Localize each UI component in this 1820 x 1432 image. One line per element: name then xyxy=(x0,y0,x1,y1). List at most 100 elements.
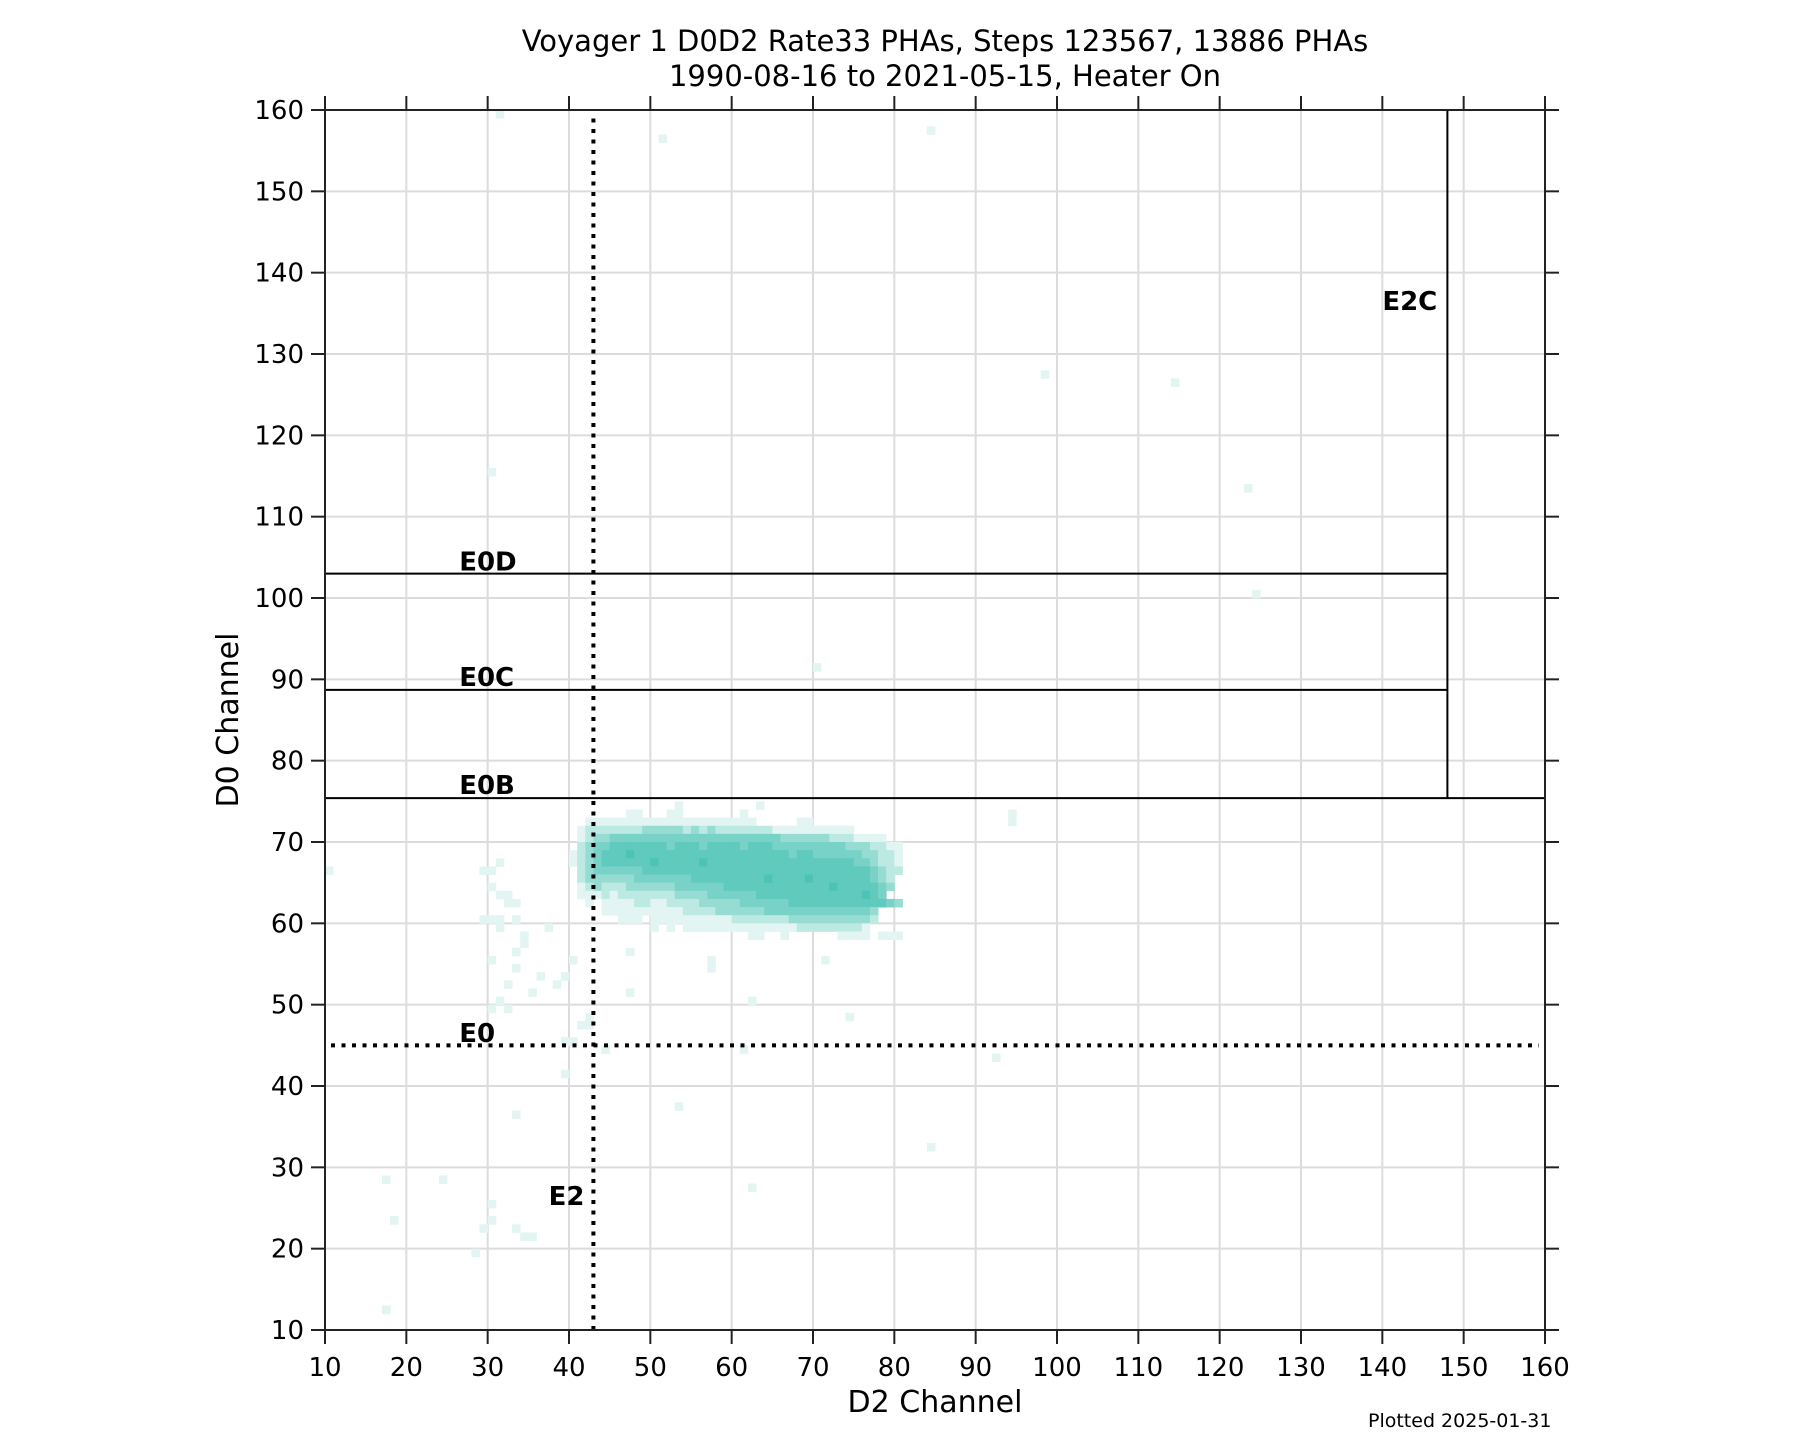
heatmap-cell xyxy=(764,923,773,932)
heatmap-cell xyxy=(878,931,887,940)
heatmap-cell xyxy=(821,890,830,900)
heatmap-cell xyxy=(617,842,627,851)
heatmap-cell xyxy=(845,931,855,940)
heatmap-cell xyxy=(804,923,814,932)
heatmap-cell xyxy=(625,898,635,908)
heatmap-cell xyxy=(601,850,611,859)
heatmap-cell xyxy=(796,882,806,892)
heatmap-cell xyxy=(674,833,684,843)
heatmap-cell xyxy=(682,923,692,932)
heatmap-cell xyxy=(625,817,635,827)
heatmap-cell xyxy=(739,915,749,924)
heatmap-cell xyxy=(764,858,773,867)
heatmap-cell xyxy=(837,866,846,875)
heatmap-cell xyxy=(601,907,611,916)
heatmap-cell xyxy=(747,1183,757,1193)
heatmap-cell xyxy=(691,817,700,827)
heatmap-cell xyxy=(666,858,676,867)
heatmap-cell xyxy=(674,801,684,810)
x-tick-label: 10 xyxy=(308,1353,341,1383)
heatmap-cell xyxy=(1008,809,1017,818)
heatmap-cell xyxy=(642,874,651,884)
heatmap-cell xyxy=(1244,484,1253,493)
heatmap-cell xyxy=(682,858,692,867)
heatmap-cell xyxy=(658,915,667,924)
heatmap-cell xyxy=(650,915,659,924)
heatmap-cell xyxy=(747,817,757,827)
channel-boundaries: E0D E0C E0B E2C E0 E2 xyxy=(325,110,1545,1330)
heatmap-cell xyxy=(512,915,521,924)
heatmap-cell xyxy=(715,866,724,875)
heatmap-cell xyxy=(625,988,635,997)
heatmap-cell xyxy=(658,833,667,843)
x-tick-label: 110 xyxy=(1114,1353,1164,1383)
heatmap-cell xyxy=(739,858,749,867)
y-tick-label: 100 xyxy=(254,584,304,614)
heatmap-cell xyxy=(894,931,903,940)
heatmap-cell xyxy=(747,833,757,843)
heatmap-cell xyxy=(764,850,773,859)
heatmap-cell xyxy=(739,833,749,843)
heatmap-cell xyxy=(658,842,667,851)
heatmap-cell xyxy=(869,866,879,875)
heatmap-cell xyxy=(813,663,822,672)
heatmap-cell xyxy=(723,850,733,859)
heatmap-cell xyxy=(861,842,871,851)
heatmap-cell xyxy=(861,866,871,875)
heatmap-cell xyxy=(585,842,594,851)
heatmap-cell xyxy=(699,842,708,851)
heatmap-cell xyxy=(845,890,855,900)
heatmap-cell xyxy=(739,809,749,818)
heatmap-cell xyxy=(666,898,676,908)
y-tick-label: 40 xyxy=(271,1072,304,1102)
heatmap-cell xyxy=(731,850,741,859)
heatmap-cell xyxy=(674,866,684,875)
heatmap-cell xyxy=(674,907,684,916)
heatmap-cell xyxy=(577,842,586,851)
heatmap-cell xyxy=(772,915,781,924)
heatmap-cell xyxy=(699,898,708,908)
heatmap-cell xyxy=(617,915,627,924)
heatmap-cell xyxy=(609,817,619,827)
heatmap-cell xyxy=(666,809,676,818)
heatmap-cell xyxy=(560,1069,570,1079)
heatmap-cell xyxy=(593,833,602,843)
heatmap-cell xyxy=(658,898,667,908)
heatmap-cell xyxy=(853,850,863,859)
heatmap-cell xyxy=(625,850,635,859)
heatmap-cell xyxy=(739,923,749,932)
heatmap-cell xyxy=(772,874,781,884)
heatmap-cell xyxy=(715,825,724,835)
heatmap-cell xyxy=(780,882,789,892)
heatmap-cell xyxy=(845,825,855,835)
heatmap-cell xyxy=(682,915,692,924)
y-tick-label: 80 xyxy=(271,747,304,777)
heatmap-cell xyxy=(723,923,733,932)
heatmap-cell xyxy=(772,907,781,916)
heatmap-cell xyxy=(585,1020,594,1030)
heatmap-cell xyxy=(691,833,700,843)
heatmap-cell xyxy=(853,915,863,924)
heatmap-cell xyxy=(723,858,733,867)
heatmap-cell xyxy=(520,1232,529,1241)
heatmap-cell xyxy=(756,801,765,810)
heatmap-cell xyxy=(577,874,586,884)
heatmap-cell xyxy=(544,923,554,932)
heatmap-cell xyxy=(569,1037,578,1046)
heatmap-cell xyxy=(577,882,586,892)
heatmap-cell xyxy=(487,882,497,892)
y-tick-label: 120 xyxy=(254,421,304,451)
heatmap-cell xyxy=(731,874,741,884)
heatmap-cell xyxy=(723,874,733,884)
heatmap-cell xyxy=(845,882,855,892)
x-tick-label: 80 xyxy=(878,1353,911,1383)
heatmap-cell xyxy=(658,866,667,875)
heatmap-cell xyxy=(845,1012,855,1022)
heatmap-cell xyxy=(869,898,879,908)
heatmap-cell xyxy=(634,882,643,892)
heatmap-cell xyxy=(747,842,757,851)
heatmap-cell xyxy=(845,874,855,884)
heatmap-cell xyxy=(487,1216,497,1225)
heatmap-cell xyxy=(642,907,651,916)
heatmap-cell xyxy=(756,890,765,900)
